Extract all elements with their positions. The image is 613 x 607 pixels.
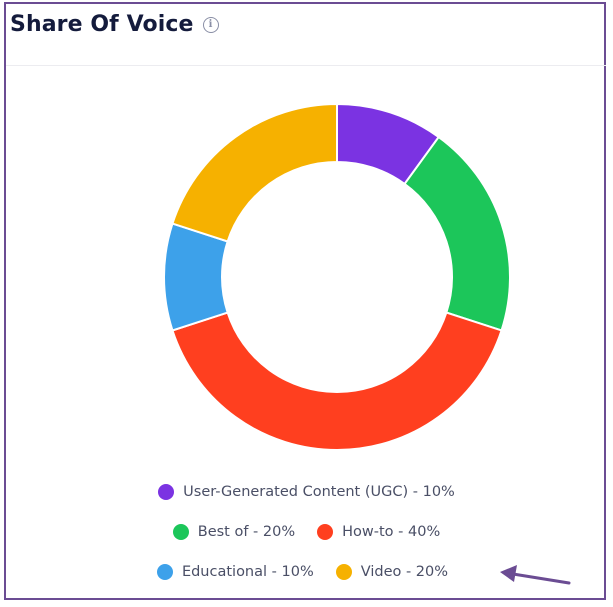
header-divider xyxy=(6,65,606,66)
legend-item-ugc[interactable]: User-Generated Content (UGC) - 10% xyxy=(158,484,455,500)
card-header: Share Of Voice i xyxy=(10,12,219,37)
segment-how-to[interactable] xyxy=(171,311,503,452)
segment-educational[interactable] xyxy=(163,222,229,332)
legend-item-best-of[interactable]: Best of - 20% xyxy=(172,524,296,540)
legend-row-1: User-Generated Content (UGC) - 10% xyxy=(0,484,613,500)
legend-label: Educational - 10% xyxy=(181,564,314,580)
legend-label: User-Generated Content (UGC) - 10% xyxy=(183,484,455,500)
legend-label: How-to - 40% xyxy=(342,524,441,540)
legend-row-3: Educational - 10% Video - 20% xyxy=(0,564,613,580)
legend-dot-icon xyxy=(156,564,173,580)
legend-dot-icon xyxy=(172,524,189,540)
legend-dot-icon xyxy=(335,564,352,580)
info-icon[interactable]: i xyxy=(202,16,219,33)
card-title: Share Of Voice xyxy=(10,12,194,37)
legend-item-video[interactable]: Video - 20% xyxy=(335,564,449,580)
legend-row-2: Best of - 20% How-to - 40% xyxy=(0,524,613,540)
legend-item-educational[interactable]: Educational - 10% xyxy=(156,564,314,580)
legend-dot-icon xyxy=(158,484,175,500)
legend-label: Best of - 20% xyxy=(197,524,296,540)
segment-best-of[interactable] xyxy=(403,135,511,332)
legend-item-how-to[interactable]: How-to - 40% xyxy=(317,524,440,540)
segment-video[interactable] xyxy=(171,102,338,243)
legend-dot-icon xyxy=(317,524,334,540)
card-frame xyxy=(4,2,606,600)
legend-label: Video - 20% xyxy=(360,564,449,580)
